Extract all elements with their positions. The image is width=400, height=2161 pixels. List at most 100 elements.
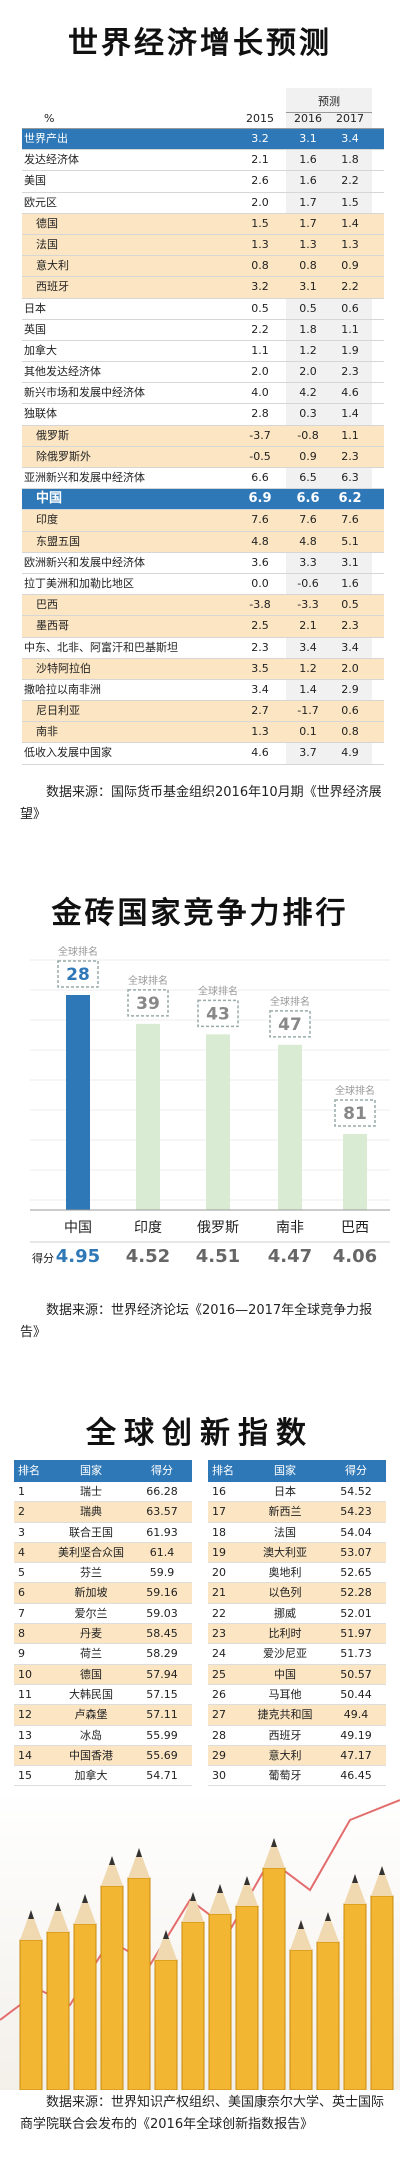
- innovation-rank: 23: [212, 1627, 226, 1641]
- innovation-row: 2 瑞典 63.57: [14, 1502, 192, 1523]
- growth-value-2017: 0.9: [341, 259, 359, 273]
- innovation-score: 53.07: [340, 1545, 372, 1559]
- innovation-score: 59.03: [146, 1606, 178, 1620]
- innovation-header-cell: 国家: [274, 1464, 296, 1477]
- country-label: 南非: [276, 1220, 304, 1236]
- growth-value-2017: 1.5: [341, 195, 359, 209]
- growth-value-2017: 1.3: [341, 237, 359, 251]
- pencil-icon: [154, 1930, 178, 2090]
- growth-row: 欧元区 2.0 1.7 1.5: [22, 193, 384, 214]
- rank-value: 28: [66, 965, 90, 985]
- growth-value-2017: 0.6: [341, 704, 359, 718]
- growth-value-2017: 5.1: [341, 534, 359, 548]
- pencil-icon: [316, 1912, 340, 2090]
- innovation-header-cell: 得分: [151, 1464, 173, 1477]
- innovation-row: 18 法国 54.04: [208, 1523, 386, 1543]
- innovation-score: 54.04: [340, 1525, 372, 1539]
- innovation-score: 61.93: [146, 1525, 178, 1539]
- innovation-rank: 14: [18, 1748, 32, 1762]
- bar-0: [66, 995, 90, 1210]
- innovation-score: 63.57: [146, 1505, 178, 1519]
- growth-row: 其他发达经济体 2.0 2.0 2.3: [22, 362, 384, 384]
- innovation-country: 捷克共和国: [257, 1708, 313, 1722]
- innovation-country: 马耳他: [268, 1687, 302, 1701]
- rank-value: 43: [206, 1004, 230, 1024]
- growth-value-2016: 1.2: [299, 343, 317, 357]
- growth-value-2015: 4.8: [251, 534, 269, 548]
- growth-row: 英国 2.2 1.8 1.1: [22, 320, 384, 341]
- innovation-row: 21 以色列 52.28: [208, 1583, 386, 1604]
- brics-chart: 全球排名 28 中国 4.95 全球排名 39 印度 4.52 全球排名 43 俄罗斯 4.51 全球排…: [30, 945, 390, 1267]
- pencil-icon: [289, 1920, 313, 2090]
- growth-value-2015: 0.8: [251, 259, 269, 273]
- score-value: 4.06: [333, 1246, 377, 1267]
- innovation-row: 6 新加坡 59.16: [14, 1583, 192, 1604]
- growth-value-2015: 2.2: [251, 322, 269, 336]
- pencils-illustration: [0, 1790, 400, 2090]
- pencil-icon: [262, 1838, 286, 2090]
- growth-value-2016: 3.1: [299, 280, 317, 294]
- innovation-row: 29 意大利 47.17: [208, 1745, 386, 1767]
- growth-row: 墨西哥 2.5 2.1 2.3: [22, 616, 384, 638]
- innovation-rank: 15: [18, 1769, 32, 1783]
- growth-row: 南非 1.3 0.1 0.8: [22, 722, 384, 744]
- bar-4: [343, 1133, 367, 1210]
- innovation-country: 联合王国: [69, 1525, 113, 1539]
- innovation-score: 54.71: [146, 1769, 178, 1783]
- growth-value-2017: 2.3: [341, 449, 359, 463]
- innovation-score: 58.29: [146, 1647, 178, 1661]
- innovation-row: 1 瑞士 66.28: [14, 1482, 192, 1503]
- innovation-score: 66.28: [146, 1485, 178, 1498]
- innovation-country: 新加坡: [74, 1586, 108, 1600]
- growth-row: 东盟五国 4.8 4.8 5.1: [22, 531, 384, 553]
- growth-value-2016: -3.3: [297, 598, 319, 612]
- innovation-row: 8 丹麦 58.45: [14, 1624, 192, 1645]
- innovation-row: 27 捷克共和国 49.4: [208, 1705, 386, 1726]
- innovation-header-cell: 得分: [345, 1464, 367, 1477]
- innovation-country: 爱尔兰: [74, 1606, 108, 1620]
- growth-value-2017: 3.1: [341, 555, 359, 569]
- innovation-rank: 11: [18, 1687, 32, 1701]
- growth-row: 沙特阿拉伯 3.5 1.2 2.0: [22, 658, 384, 680]
- growth-row-name: 中国: [36, 491, 63, 507]
- growth-value-2017: 2.2: [341, 174, 359, 188]
- growth-value-2016: 0.1: [299, 725, 317, 739]
- innovation-rank: 2: [18, 1505, 25, 1519]
- source-innovation: 数据来源：世界知识产权组织、美国康奈尔大学、英士国际商学院联合会发布的《2016…: [20, 2095, 385, 2132]
- growth-row: 低收入发展中国家 4.6 3.7 4.9: [22, 743, 384, 765]
- innovation-header-cell: 国家: [80, 1464, 102, 1477]
- pencil-icon: [73, 1894, 97, 2090]
- innovation-country: 荷兰: [80, 1647, 102, 1661]
- growth-row: 印度 7.6 7.6 7.6: [22, 510, 384, 532]
- growth-row: 发达经济体 2.1 1.6 1.8: [22, 150, 384, 172]
- unit-label: %: [44, 112, 55, 125]
- bar-2: [206, 1034, 230, 1210]
- growth-table: % 预测 2015 2016 2017 世界产出 3.2 3.1 3.4 发达经济体 2.…: [22, 88, 384, 765]
- forecast-label: 预测: [286, 93, 372, 113]
- innovation-score: 51.73: [340, 1647, 372, 1661]
- growth-value-2015: -0.5: [249, 449, 271, 463]
- year-2016: 2016: [294, 112, 322, 125]
- innovation-row: 14 中国香港 55.69: [14, 1745, 192, 1767]
- innovation-rank: 13: [18, 1728, 32, 1742]
- growth-row-name: 西班牙: [36, 280, 69, 294]
- growth-row: 加拿大 1.1 1.2 1.9: [22, 341, 384, 363]
- growth-row-name: 拉丁美洲和加勒比地区: [24, 576, 134, 590]
- innovation-rank: 17: [212, 1505, 226, 1519]
- growth-value-2016: 3.1: [299, 132, 317, 145]
- innovation-score: 54.52: [340, 1485, 372, 1498]
- rank-box: [127, 989, 169, 1017]
- growth-row: 撒哈拉以南非洲 3.4 1.4 2.9: [22, 680, 384, 702]
- innovation-row: 10 德国 57.94: [14, 1664, 192, 1685]
- growth-value-2015: 4.0: [251, 386, 269, 400]
- innovation-country: 加拿大: [74, 1769, 108, 1783]
- innovation-row: 12 卢森堡 57.11: [14, 1705, 192, 1726]
- innovation-country: 意大利: [268, 1748, 302, 1762]
- pencil-icon: [19, 1910, 43, 2090]
- innovation-score: 61.4: [149, 1545, 175, 1559]
- innovation-rank: 6: [18, 1586, 25, 1600]
- innovation-country: 新西兰: [268, 1505, 302, 1519]
- growth-value-2017: 0.5: [341, 598, 359, 612]
- growth-value-2015: 2.0: [251, 365, 269, 379]
- growth-row: 亚洲新兴和发展中经济体 6.6 6.5 6.3: [22, 468, 384, 490]
